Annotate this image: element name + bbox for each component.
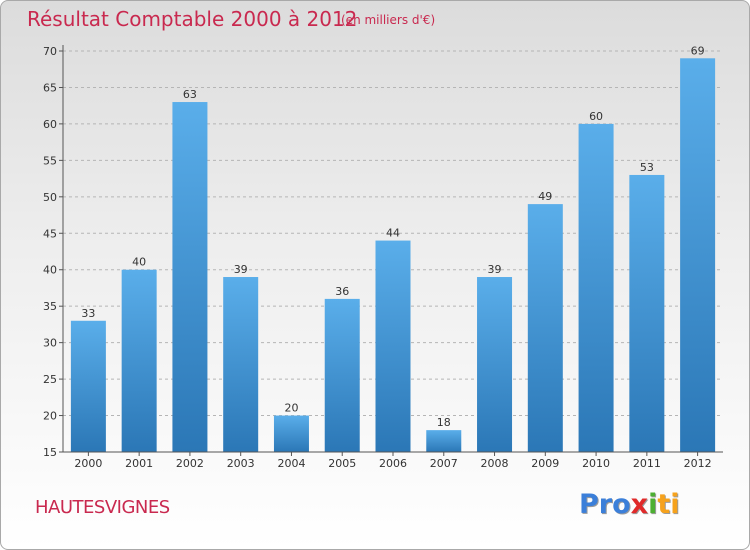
bar-value-label: 40 [132,256,146,269]
bar-value-label: 36 [335,285,349,298]
y-tick-label: 20 [43,410,57,423]
bar-2000 [70,320,106,452]
y-tick-label: 50 [43,191,57,204]
y-tick-label: 30 [43,337,57,350]
logo-part-1: Pro [579,489,631,520]
x-tick-label: 2006 [379,457,407,470]
x-tick-label: 2004 [277,457,305,470]
bar-value-label: 18 [437,416,451,429]
bar-value-label: 44 [386,227,400,240]
y-tick-label: 35 [43,300,57,313]
logo-part-4: ti [657,489,680,520]
bar-value-label: 60 [589,110,603,123]
proxiti-logo: Proxiti [579,489,680,520]
x-tick-label: 2011 [633,457,661,470]
bar-2009 [527,204,563,452]
x-tick-label: 2000 [74,457,102,470]
x-tick-label: 2002 [176,457,204,470]
bar-2012 [680,58,716,453]
chart-title: Résultat Comptable 2000 à 2012 [27,7,358,31]
y-tick-label: 45 [43,227,57,240]
bar-2010 [578,123,614,452]
y-tick-label: 65 [43,81,57,94]
axes: 15 20 25 30 35 40 45 50 55 60 65 70 2000 2001 2002 2003… [43,45,723,470]
x-tick-label: 2010 [582,457,610,470]
logo-part-3: i [648,489,658,520]
bar-value-label: 20 [284,402,298,415]
x-tick-label: 2008 [481,457,509,470]
y-tick-label: 55 [43,154,57,167]
bar-value-label: 53 [640,161,654,174]
y-tick-label: 25 [43,373,57,386]
bar-2001 [121,269,157,452]
y-tick-label: 15 [43,446,57,459]
bar-2005 [324,298,360,452]
bar-value-label: 33 [81,307,95,320]
x-tick-label: 2005 [328,457,356,470]
bar-2007 [426,430,462,452]
y-tick-label: 60 [43,118,57,131]
bar-value-label: 39 [234,263,248,276]
bar-2008 [477,277,513,452]
x-tick-label: 2009 [531,457,559,470]
bar-2004 [273,415,309,452]
y-tick-label: 40 [43,264,57,277]
bar-value-label: 49 [538,190,552,203]
bar-value-label: 63 [183,88,197,101]
x-tick-label: 2001 [125,457,153,470]
bar-2002 [172,102,208,452]
logo-part-2: x [630,489,649,520]
bar-2006 [375,240,411,452]
bar-value-label: 69 [691,44,705,57]
bar-value-label: 39 [488,263,502,276]
bar-2011 [629,174,665,453]
bar-2003 [223,277,259,452]
y-tick-label: 70 [43,45,57,58]
x-tick-label: 2003 [227,457,255,470]
location-label: HAUTESVIGNES [35,497,170,518]
chart-subtitle: (en milliers d'€) [341,13,436,27]
x-tick-label: 2007 [430,457,458,470]
bars: 33 40 63 39 20 36 44 18 39 49 60 53 69 [70,44,716,453]
x-tick-label: 2012 [684,457,712,470]
